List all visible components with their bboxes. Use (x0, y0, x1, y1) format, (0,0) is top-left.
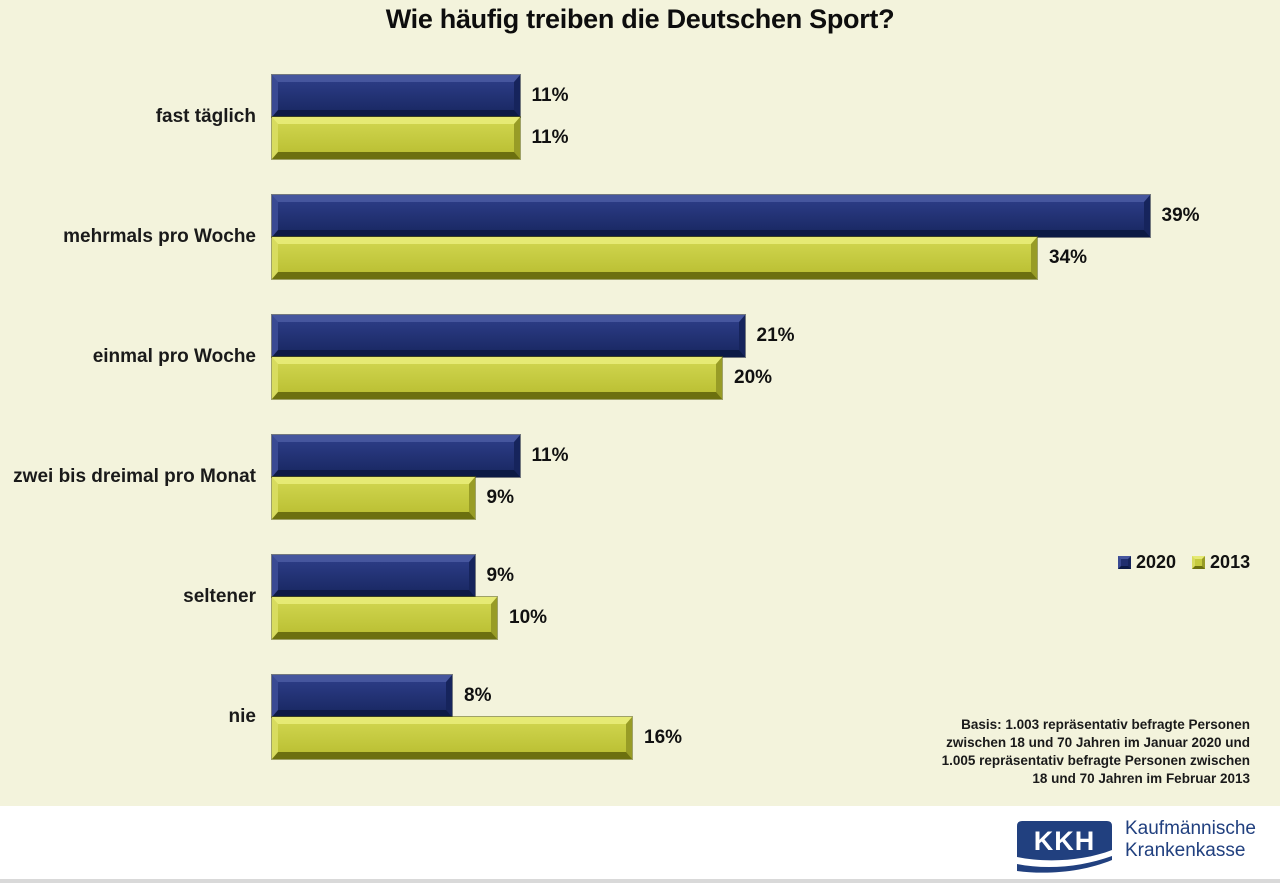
bar-2013 (272, 717, 632, 759)
legend-label-2020: 2020 (1136, 552, 1177, 572)
kkh-logo-text: KKH (1034, 826, 1096, 856)
value-label-2020: 9% (486, 565, 514, 586)
value-label-2020: 39% (1161, 205, 1200, 226)
value-label-2013: 10% (509, 607, 548, 628)
kkh-logo-flag (1017, 821, 1112, 861)
footnote-line: 1.005 repräsentativ befragte Personen zw… (941, 753, 1250, 768)
footnote-line: 18 und 70 Jahren im Februar 2013 (1032, 771, 1250, 786)
bar-2013 (272, 477, 475, 519)
category-label: fast täglich (155, 106, 256, 127)
basis-footnote: Basis: 1.003 repräsentativ befragte Pers… (890, 716, 1250, 788)
value-label-2013: 20% (734, 367, 773, 388)
legend-swatch-2020 (1118, 556, 1131, 569)
bar-2020 (272, 555, 475, 597)
kkh-logo-swoosh (1017, 856, 1112, 873)
legend-label-2013: 2013 (1210, 552, 1251, 572)
category-label: einmal pro Woche (92, 346, 256, 367)
footnote-line: zwischen 18 und 70 Jahren im Januar 2020… (946, 735, 1250, 750)
brand-name: Kaufmännische Krankenkasse (1125, 818, 1256, 862)
category-label: zwei bis dreimal pro Monat (13, 466, 256, 487)
chart-title: Wie häufig treiben die Deutschen Sport? (385, 4, 895, 34)
value-label-2020: 8% (464, 685, 492, 706)
brand-name-line1: Kaufmännische (1125, 818, 1256, 839)
bar-2020 (272, 195, 1150, 237)
bar-2013 (272, 357, 722, 399)
footnote-line: Basis: 1.003 repräsentativ befragte Pers… (961, 717, 1250, 732)
bar-2020 (272, 435, 520, 477)
legend-item-2020: 2020 (1118, 552, 1176, 573)
value-label-2013: 9% (486, 487, 514, 508)
value-label-2013: 11% (531, 127, 569, 148)
legend-swatch-2013 (1192, 556, 1206, 569)
chart-background (0, 0, 1280, 806)
bar-2013 (272, 237, 1037, 279)
category-label: seltener (183, 586, 256, 607)
footer-edge-line (0, 879, 1280, 883)
category-label: mehrmals pro Woche (63, 226, 256, 247)
bar-2020 (272, 315, 745, 357)
kkh-logo: KKH (1017, 821, 1112, 873)
legend-item-2013: 2013 (1192, 552, 1250, 573)
value-label-2020: 11% (531, 445, 569, 466)
brand-name-line2: Krankenkasse (1125, 840, 1246, 861)
value-label-2013: 16% (644, 727, 683, 748)
legend: 2020 2013 (1118, 552, 1250, 573)
bar-2020 (272, 675, 452, 717)
value-label-2020: 21% (756, 325, 795, 346)
category-label: nie (228, 706, 256, 727)
bar-2013 (272, 117, 520, 159)
value-label-2013: 34% (1049, 247, 1088, 268)
bar-2020 (272, 75, 520, 117)
bar-2013 (272, 597, 497, 639)
value-label-2020: 11% (531, 85, 569, 106)
